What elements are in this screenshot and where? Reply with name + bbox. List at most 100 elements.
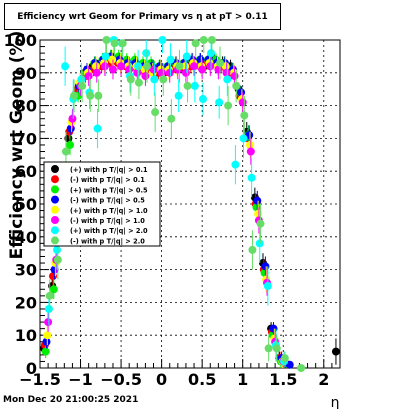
data-point [84,72,93,81]
data-point [239,134,248,143]
data-point [93,124,102,133]
data-point [49,285,58,294]
legend-entry-label: (-) with p T/|q| > 0.1 [70,176,145,185]
data-point [230,72,239,81]
data-point [206,62,215,71]
data-point [253,196,262,205]
data-point [42,337,51,346]
data-point [167,114,176,123]
y-tick-label: 70 [15,129,37,148]
data-point [247,173,256,182]
data-point [77,75,86,84]
data-point [174,91,183,100]
data-point [190,62,199,71]
data-point [238,98,247,107]
data-point [151,108,160,117]
data-point [53,255,62,264]
y-tick-labels: 0 10 20 30 40 50 60 70 80 90 100 [4,31,37,378]
data-point [175,62,184,71]
y-tick-label: 100 [4,31,37,50]
x-tick-label: −1 [68,370,93,389]
data-point [232,81,241,90]
data-point [159,75,168,84]
series-8 [45,36,306,372]
data-point [182,52,191,61]
data-point [101,52,110,61]
data-point [280,354,289,363]
data-point [263,282,272,290]
x-tick-label: 0.5 [188,370,216,389]
data-point [240,111,249,120]
data-point [198,65,207,74]
legend-entry-label: (-) with p T/|q| > 2.0 [70,237,145,246]
y-tick-label: 80 [15,97,37,116]
data-point [149,65,158,74]
data-point [207,36,216,44]
legend-entry-label: (+) with p T/|q| > 0.5 [70,186,148,195]
data-point [256,219,265,228]
y-axis-label: Efficiency wrt Geom (%) [7,31,27,260]
data-point [207,49,216,58]
y-tick-label: 50 [15,195,37,214]
data-point [102,36,111,44]
y-tick-label: 20 [15,293,37,312]
y-tick-label: 40 [15,228,37,247]
data-point [222,68,231,77]
data-point [248,245,257,254]
data-point [331,347,340,356]
legend-marker [51,195,59,204]
y-tick-label: 30 [15,261,37,280]
data-point [223,75,232,84]
legend-entry-label: (-) with p T/|q| > 0.5 [70,197,145,206]
data-point [53,245,62,254]
data-point [141,72,150,81]
legend-marker [51,236,59,245]
data-point [108,65,117,74]
series-7 [44,36,289,368]
data-point [158,36,167,44]
data-point [43,331,52,340]
data-point [181,68,190,77]
legend: (+) with p T/|q| > 0.1(-) with p T/|q| >… [43,161,161,247]
x-tick-label: 1 [237,370,248,389]
data-point [91,62,100,71]
y-tick-label: 90 [15,64,37,83]
data-point [183,81,192,90]
data-point [44,304,53,313]
data-point [94,91,103,100]
data-point [70,91,79,100]
data-point [110,39,119,48]
x-tick-label: −1.5 [19,370,61,389]
x-tick-label: 0 [156,370,167,389]
data-point [126,75,135,84]
data-point [143,62,152,71]
data-point [44,318,53,327]
y-tick-label: 10 [15,326,37,345]
legend-marker [51,205,59,214]
data-point [86,91,95,100]
data-point [165,68,174,77]
data-point [41,347,50,356]
data-point [78,81,87,90]
data-point [216,58,224,67]
legend-marker [51,226,59,235]
x-axis-label: η [331,395,340,409]
data-point [118,39,127,48]
legend-marker [51,165,59,173]
data-point [61,147,70,156]
legend-entry-label: (+) with p T/|q| > 0.1 [70,166,148,175]
y-tick-label: 0 [26,359,37,378]
legend-entry-label: (+) with p T/|q| > 2.0 [70,227,148,236]
legend-marker [51,185,59,194]
legend-marker [51,216,59,224]
data-point [92,68,101,77]
data-point [45,291,54,300]
data-point [215,98,224,107]
data-point [68,114,77,123]
data-point [297,364,306,372]
x-tick-label: 2 [318,370,329,389]
data-point [198,95,207,104]
data-series [40,36,340,372]
data-point [246,140,254,149]
